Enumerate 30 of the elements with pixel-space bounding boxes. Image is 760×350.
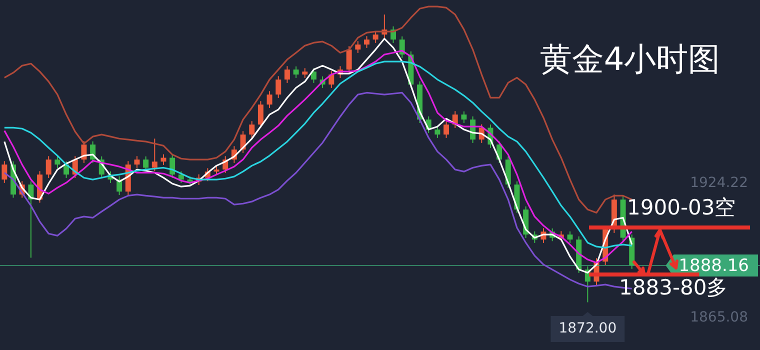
candlestick [266, 90, 272, 108]
candlestick [170, 154, 176, 178]
candlestick [152, 138, 158, 172]
candlestick [346, 46, 352, 74]
candlestick [444, 120, 450, 138]
candlestick [310, 68, 316, 84]
candlestick [54, 156, 60, 168]
candlestick [567, 230, 573, 244]
candlestick [434, 126, 440, 138]
candlestick [276, 76, 282, 98]
ref-line-label: 1900-03空 [627, 195, 736, 220]
candlestick [284, 66, 290, 84]
y-tick-label: 1865.08 [690, 310, 748, 326]
candlestick [293, 66, 299, 78]
candlestick [249, 120, 255, 138]
text: 黄金4小时图 [538, 39, 722, 80]
candlestick [372, 30, 378, 44]
candlestick [2, 160, 8, 184]
candlestick [160, 154, 166, 166]
candlestick [134, 156, 140, 168]
candlestick [355, 40, 361, 54]
candlestick [46, 156, 52, 178]
y-tick-label: 1924.22 [690, 175, 748, 192]
candlestick [258, 100, 264, 128]
candlestick [364, 36, 370, 48]
annotation: 1872.00 [558, 320, 617, 337]
ref-line-label: 1883-80多 [619, 276, 728, 300]
ref-line-label: 1888.16 [678, 256, 750, 276]
candlestick [302, 68, 308, 78]
candlestick [461, 110, 467, 124]
